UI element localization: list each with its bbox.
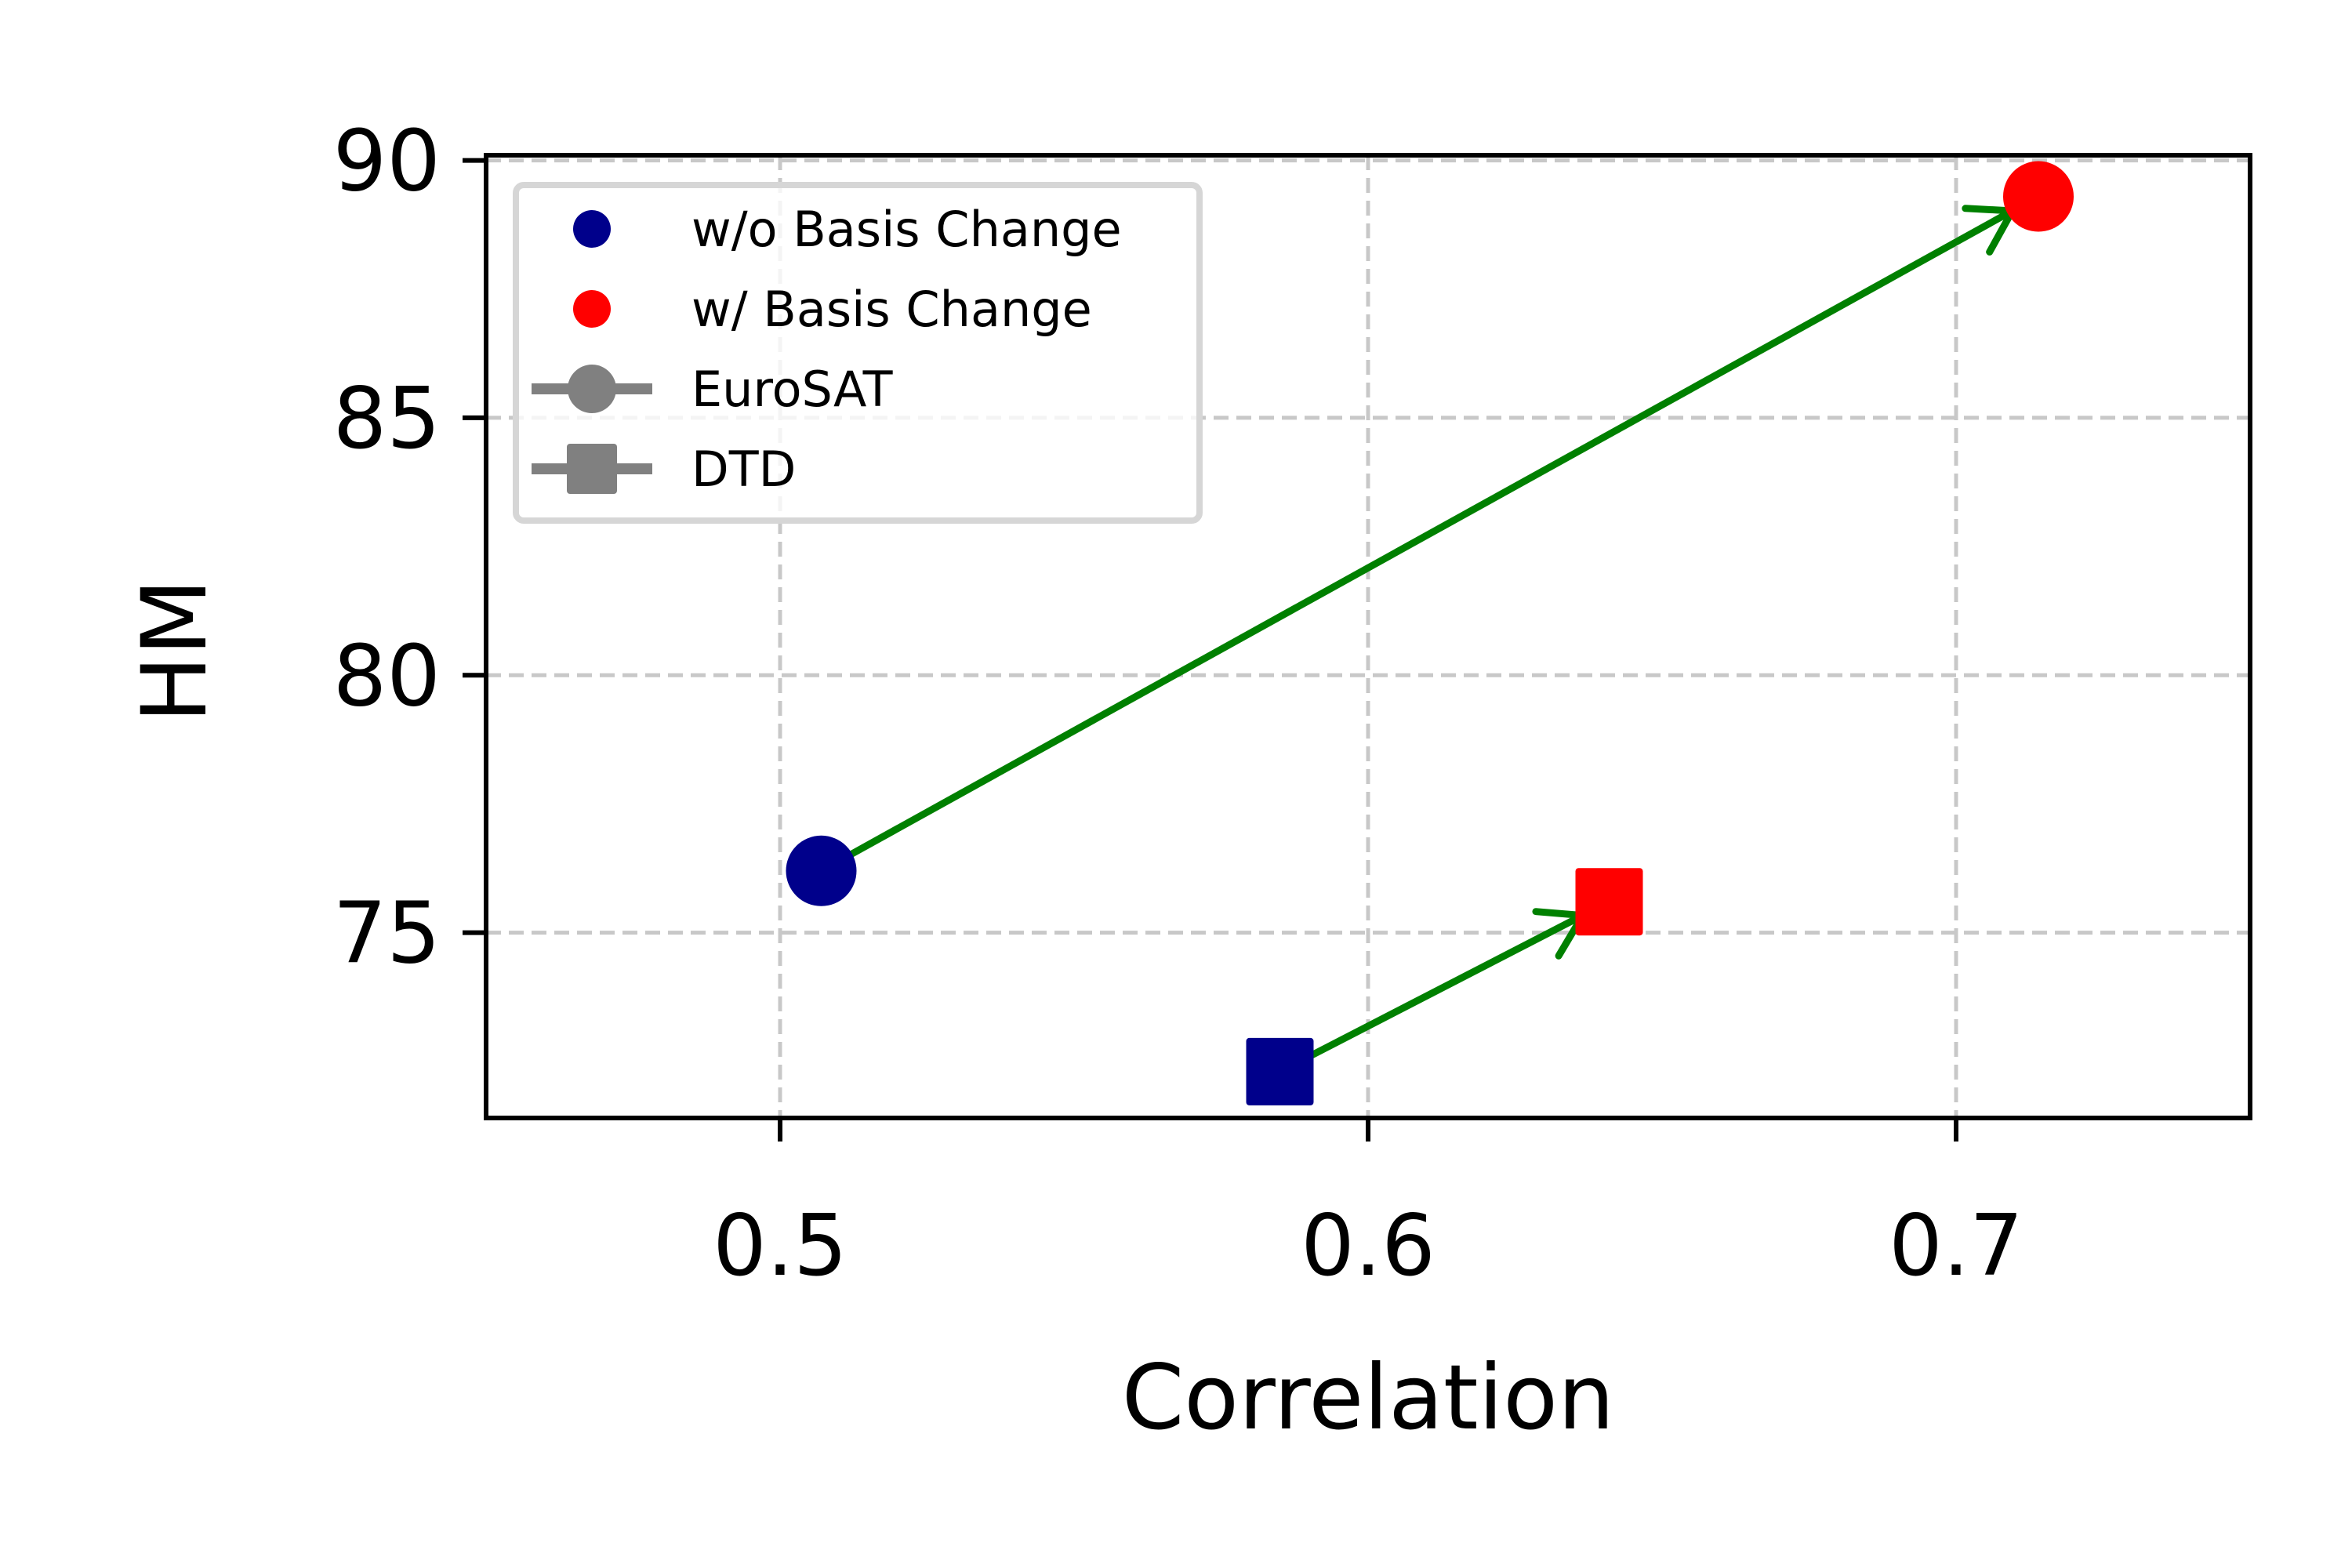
- y-tick-label: 85: [333, 370, 441, 468]
- legend-entry-dtd: DTD: [532, 441, 796, 498]
- arrow-shaft: [840, 208, 2014, 863]
- x-tick-label: 0.5: [713, 1197, 848, 1295]
- legend-label: w/o Basis Change: [691, 201, 1122, 258]
- legend-label: DTD: [691, 441, 796, 498]
- legend-label: w/ Basis Change: [691, 281, 1092, 338]
- legend-shape-marker: [568, 365, 616, 413]
- arrow-shaft: [1299, 912, 1584, 1065]
- axis-ticks: 0.5 0.6 0.7 75 80 85 90: [333, 113, 2024, 1295]
- without-basis-change-eurosat-point: [786, 835, 857, 906]
- y-tick-label: 75: [333, 885, 441, 983]
- x-tick-label: 0.6: [1301, 1197, 1436, 1295]
- without-basis-change-dtd-point: [1246, 1037, 1314, 1105]
- x-tick-label: 0.7: [1889, 1197, 2024, 1295]
- legend-entry-eurosat: EuroSAT: [532, 361, 894, 418]
- legend-box: [513, 182, 1203, 524]
- legend: w/o Basis Change w/ Basis Change EuroSAT DT…: [513, 182, 1203, 524]
- legend-entry-w-basis-change: w/ Basis Change: [573, 281, 1092, 338]
- legend-shape-marker: [567, 444, 617, 494]
- legend-color-marker: [573, 210, 611, 248]
- y-tick-label: 90: [333, 113, 441, 211]
- data-points: [786, 161, 2074, 1105]
- legend-entry-w-o-basis-change: w/o Basis Change: [573, 201, 1122, 258]
- grid: [486, 155, 2250, 1118]
- legend-label: EuroSAT: [691, 361, 894, 418]
- legend-color-marker: [573, 290, 611, 328]
- with-basis-change-dtd-point: [1575, 868, 1643, 936]
- y-axis-title: HM: [122, 579, 227, 723]
- with-basis-change-eurosat-point: [2003, 161, 2074, 232]
- y-tick-label: 80: [333, 627, 441, 725]
- x-axis-title: Correlation: [1122, 1345, 1615, 1450]
